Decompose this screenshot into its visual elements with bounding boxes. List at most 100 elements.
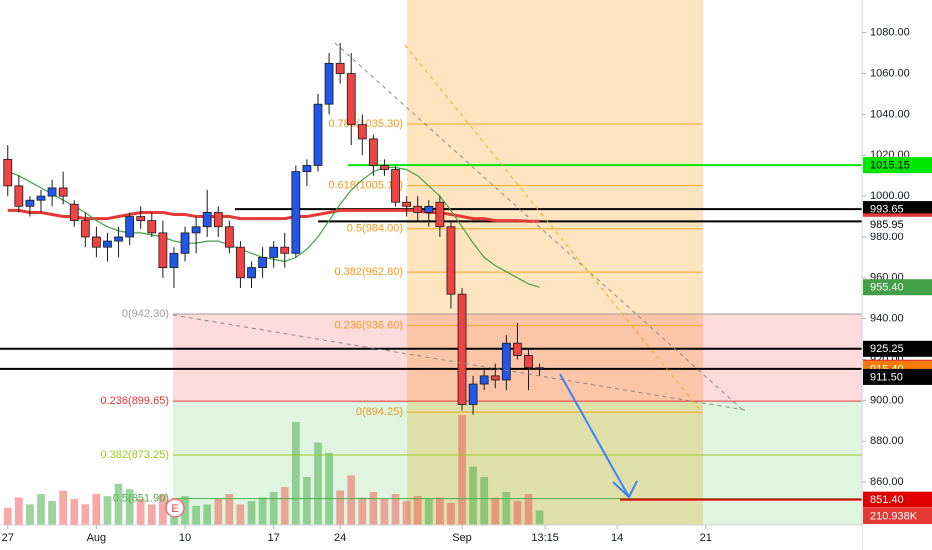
x-tick-label: Aug: [87, 532, 107, 544]
volume-bar: [480, 476, 489, 525]
earnings-icon: [165, 498, 185, 518]
volume-bar: [37, 494, 45, 525]
candle-body: [280, 246, 290, 254]
volume-bar: [424, 498, 433, 525]
y-tick-label: 1040.00: [870, 108, 910, 120]
candle-body: [357, 124, 367, 140]
volume-bar: [3, 507, 12, 525]
candle-body: [180, 232, 190, 254]
volume-bar: [192, 505, 200, 525]
fib-label: 0.382(873.25): [101, 449, 170, 461]
candle-body: [224, 226, 234, 248]
price: [3, 42, 544, 415]
price-label: 985.95: [870, 219, 904, 231]
volume-bar: [535, 510, 544, 525]
volume-bar: [214, 498, 223, 525]
price-axis: [862, 0, 932, 550]
volume-bar: [447, 503, 455, 525]
volume-bar: [92, 494, 101, 525]
volume: [3, 415, 544, 525]
candle-body: [158, 232, 168, 269]
volume-bar: [513, 500, 522, 525]
candle-body: [402, 201, 412, 207]
y-tick-label: 900.00: [870, 394, 904, 406]
volume-bar: [114, 483, 123, 525]
candle-body: [468, 383, 478, 405]
price-label-bg: [863, 368, 932, 385]
volume-bar: [48, 500, 56, 525]
y-tick-label: 980.00: [870, 231, 904, 243]
candle-body: [25, 199, 35, 207]
candle-body: [3, 158, 13, 187]
candle-body: [535, 367, 544, 370]
candle-body: [103, 240, 112, 248]
candle-body: [169, 252, 179, 269]
candle-body: [236, 246, 245, 279]
x-tick-label: 27: [2, 532, 14, 544]
candle-body: [269, 246, 279, 258]
fib-label: 0.236(899.65): [101, 395, 170, 407]
volume-bar: [103, 496, 112, 525]
x-tick-label: Sep: [452, 532, 472, 544]
candle-body: [335, 62, 345, 74]
candle-body: [47, 187, 57, 197]
volume-label-bg: [863, 508, 932, 524]
volume-bar: [380, 498, 389, 525]
candle-body: [446, 226, 456, 295]
x-tick-label: 10: [179, 532, 191, 544]
volume-bar: [303, 476, 311, 525]
candle-body: [58, 187, 68, 197]
volume-bar: [402, 500, 411, 525]
candle-body: [302, 165, 312, 172]
volume-bar: [26, 504, 34, 525]
fib-label: 0(894.25): [356, 406, 403, 418]
price-label-bg: [863, 216, 932, 233]
volume-bar: [147, 504, 156, 525]
fib-label: 0.5(851.90): [113, 493, 169, 505]
candle-body: [524, 355, 533, 369]
volume-bar: [435, 497, 444, 525]
volume-bar: [236, 504, 245, 525]
y-tick-label: 940.00: [870, 313, 904, 325]
volume-bar: [469, 466, 477, 525]
candle-body: [80, 220, 90, 238]
x-tick-label: 13:15: [531, 532, 559, 544]
candle-body: [413, 205, 423, 213]
candle-body: [191, 226, 201, 234]
arrow: [559, 373, 630, 498]
candle-body: [125, 216, 135, 238]
fib-label: 0(942.30): [122, 308, 169, 320]
price-label: 851.40: [870, 494, 904, 506]
price-label-bg: [863, 491, 932, 508]
y-tick-label: 860.00: [870, 476, 904, 488]
trend-line: [404, 44, 701, 411]
x-tick-label: 24: [334, 532, 346, 544]
volume-bar: [136, 498, 145, 525]
volume-bar: [502, 492, 511, 525]
volume-label: 210.938K: [870, 510, 918, 522]
volume-bar: [347, 475, 356, 525]
fib-label: 0.618(1005.15): [328, 179, 403, 191]
volume-bar: [314, 442, 322, 525]
candle-body: [501, 342, 511, 381]
volume-bar: [14, 497, 23, 525]
volume-bar: [336, 490, 345, 525]
candle-body: [147, 220, 157, 234]
trend-line: [172, 314, 746, 411]
x-tick-label: 17: [268, 532, 280, 544]
fib-label: 0.5(984.00): [347, 223, 403, 235]
candle-body: [69, 203, 79, 222]
candle-body: [324, 62, 334, 105]
levels: 0.786(1035.30) 0.618(1005.15) 0.5(984.00) 0…: [0, 118, 862, 505]
volume-bar: [491, 497, 500, 525]
price-label: 993.65: [870, 203, 904, 215]
x-tick-label: 21: [700, 532, 712, 544]
volume-bar: [225, 494, 234, 525]
candle-body: [479, 375, 489, 385]
candle-body: [36, 195, 46, 201]
candle-body: [457, 293, 467, 405]
earnings-label: E: [171, 503, 178, 515]
